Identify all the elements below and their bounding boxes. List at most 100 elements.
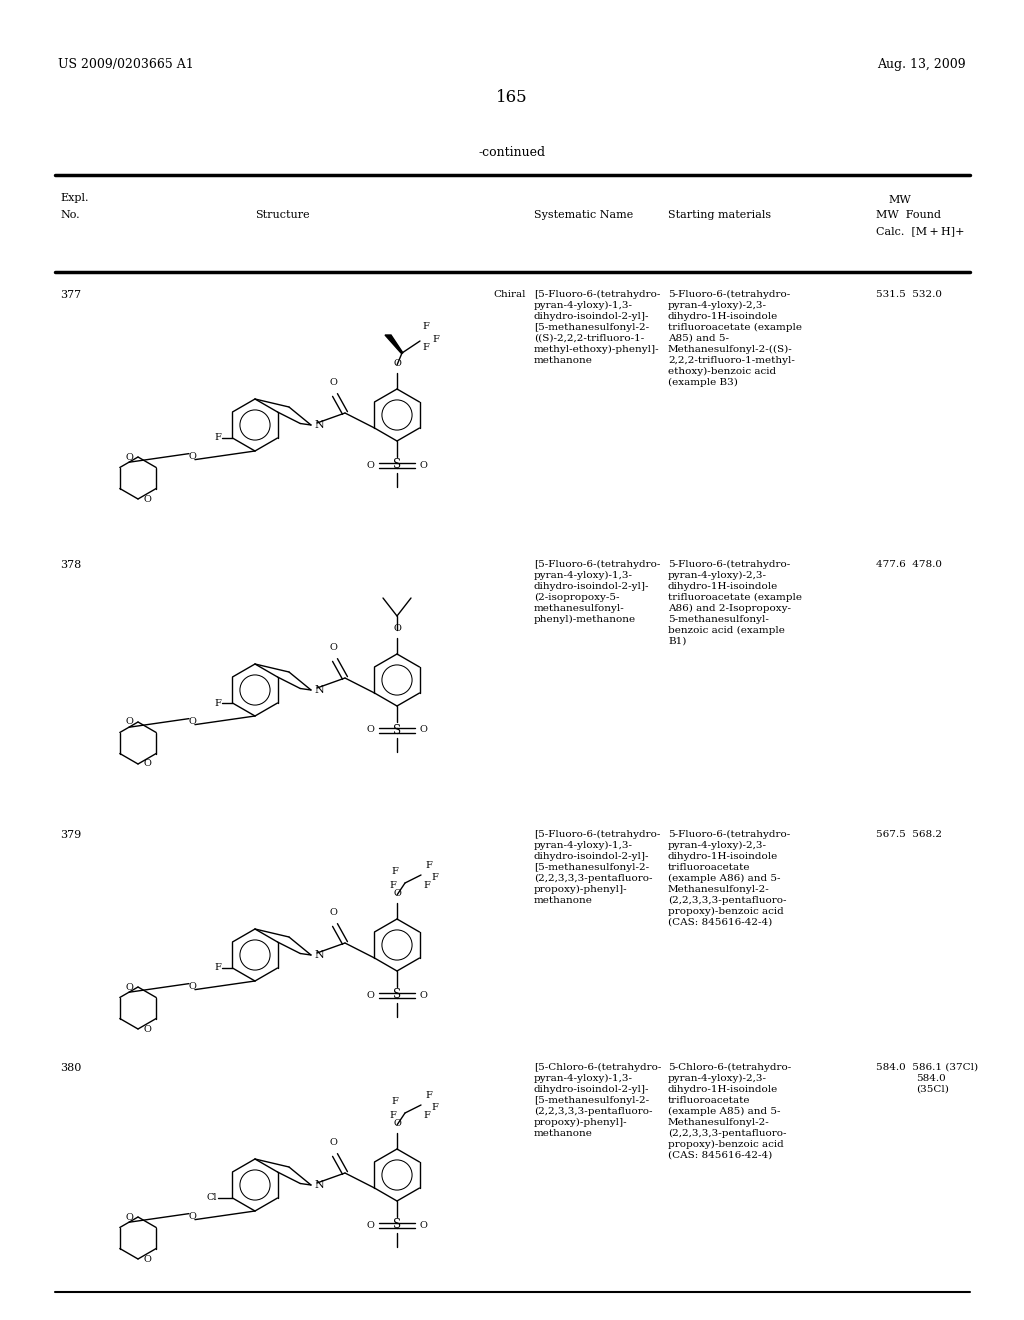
Text: Methanesulfonyl-2-: Methanesulfonyl-2- (668, 884, 770, 894)
Text: trifluoroacetate: trifluoroacetate (668, 1096, 751, 1105)
Text: O: O (393, 624, 401, 634)
Text: [5-methanesulfonyl-2-: [5-methanesulfonyl-2- (534, 323, 649, 333)
Text: 477.6  478.0: 477.6 478.0 (876, 560, 942, 569)
Text: O: O (143, 759, 151, 768)
Text: pyran-4-yloxy)-2,3-: pyran-4-yloxy)-2,3- (668, 1074, 767, 1084)
Text: O: O (420, 461, 428, 470)
Text: dihydro-isoindol-2-yl]-: dihydro-isoindol-2-yl]- (534, 312, 649, 321)
Text: dihydro-1H-isoindole: dihydro-1H-isoindole (668, 312, 778, 321)
Text: [5-methanesulfonyl-2-: [5-methanesulfonyl-2- (534, 863, 649, 873)
Text: 5-Chloro-6-(tetrahydro-: 5-Chloro-6-(tetrahydro- (668, 1063, 792, 1072)
Text: 380: 380 (60, 1063, 81, 1073)
Text: O: O (329, 908, 337, 917)
Text: (2,2,3,3,3-pentafluoro-: (2,2,3,3,3-pentafluoro- (534, 874, 652, 883)
Text: F: F (391, 1097, 398, 1106)
Text: O: O (125, 982, 133, 991)
Text: F: F (424, 880, 430, 890)
Text: N: N (314, 685, 324, 696)
Text: O: O (420, 726, 428, 734)
Text: F: F (215, 433, 221, 442)
Text: O: O (143, 1024, 151, 1034)
Text: S: S (393, 1218, 401, 1232)
Text: 531.5  532.0: 531.5 532.0 (876, 290, 942, 300)
Text: (35Cl): (35Cl) (916, 1085, 949, 1094)
Text: ((S)-2,2,2-trifluoro-1-: ((S)-2,2,2-trifluoro-1- (534, 334, 644, 343)
Text: (CAS: 845616-42-4): (CAS: 845616-42-4) (668, 1151, 772, 1160)
Text: pyran-4-yloxy)-1,3-: pyran-4-yloxy)-1,3- (534, 572, 633, 579)
Text: N: N (314, 950, 324, 960)
Text: pyran-4-yloxy)-2,3-: pyran-4-yloxy)-2,3- (668, 841, 767, 850)
Text: Chiral: Chiral (493, 290, 525, 300)
Text: F: F (215, 698, 221, 708)
Text: F: F (422, 322, 429, 331)
Polygon shape (385, 335, 403, 352)
Text: S: S (393, 989, 401, 1002)
Text: B1): B1) (668, 638, 686, 645)
Text: O: O (125, 718, 133, 726)
Text: pyran-4-yloxy)-2,3-: pyran-4-yloxy)-2,3- (668, 572, 767, 579)
Text: O: O (367, 461, 374, 470)
Text: O: O (420, 1221, 428, 1229)
Text: O: O (329, 378, 337, 387)
Text: MW  Found: MW Found (876, 210, 941, 220)
Text: ethoxy)-benzoic acid: ethoxy)-benzoic acid (668, 367, 776, 376)
Text: (2-isopropoxy-5-: (2-isopropoxy-5- (534, 593, 620, 602)
Text: propoxy)-benzoic acid: propoxy)-benzoic acid (668, 1140, 783, 1150)
Text: F: F (431, 1102, 438, 1111)
Text: Methanesulfonyl-2-: Methanesulfonyl-2- (668, 1118, 770, 1127)
Text: [5-methanesulfonyl-2-: [5-methanesulfonyl-2- (534, 1096, 649, 1105)
Text: dihydro-isoindol-2-yl]-: dihydro-isoindol-2-yl]- (534, 851, 649, 861)
Text: trifluoroacetate (example: trifluoroacetate (example (668, 593, 802, 602)
Text: F: F (424, 1110, 430, 1119)
Text: Expl.: Expl. (60, 193, 88, 203)
Text: O: O (125, 453, 133, 462)
Text: 2,2,2-trifluoro-1-methyl-: 2,2,2-trifluoro-1-methyl- (668, 356, 795, 366)
Text: [5-Fluoro-6-(tetrahydro-: [5-Fluoro-6-(tetrahydro- (534, 290, 660, 300)
Text: methanone: methanone (534, 356, 593, 366)
Text: Calc.  [M + H]+: Calc. [M + H]+ (876, 226, 965, 236)
Text: pyran-4-yloxy)-1,3-: pyran-4-yloxy)-1,3- (534, 841, 633, 850)
Text: MW: MW (889, 195, 911, 205)
Text: (example B3): (example B3) (668, 378, 738, 387)
Text: (example A86) and 5-: (example A86) and 5- (668, 874, 780, 883)
Text: O: O (125, 1213, 133, 1221)
Text: 567.5  568.2: 567.5 568.2 (876, 830, 942, 840)
Text: O: O (188, 982, 196, 991)
Text: O: O (329, 643, 337, 652)
Text: methyl-ethoxy)-phenyl]-: methyl-ethoxy)-phenyl]- (534, 345, 659, 354)
Text: US 2009/0203665 A1: US 2009/0203665 A1 (58, 58, 194, 71)
Text: O: O (143, 495, 151, 503)
Text: O: O (393, 1119, 401, 1129)
Text: O: O (329, 1138, 337, 1147)
Text: O: O (367, 1221, 374, 1229)
Text: O: O (188, 717, 196, 726)
Text: Aug. 13, 2009: Aug. 13, 2009 (878, 58, 966, 71)
Text: Starting materials: Starting materials (668, 210, 771, 220)
Text: F: F (426, 861, 432, 870)
Text: O: O (367, 990, 374, 999)
Text: 379: 379 (60, 830, 81, 840)
Text: trifluoroacetate: trifluoroacetate (668, 863, 751, 873)
Text: F: F (389, 880, 396, 890)
Text: (2,2,3,3,3-pentafluoro-: (2,2,3,3,3-pentafluoro- (668, 1129, 786, 1138)
Text: 5-methanesulfonyl-: 5-methanesulfonyl- (668, 615, 769, 624)
Text: O: O (393, 359, 401, 368)
Text: F: F (432, 334, 439, 343)
Text: F: F (431, 873, 438, 882)
Text: pyran-4-yloxy)-2,3-: pyran-4-yloxy)-2,3- (668, 301, 767, 310)
Text: 378: 378 (60, 560, 81, 570)
Text: (2,2,3,3,3-pentafluoro-: (2,2,3,3,3-pentafluoro- (534, 1107, 652, 1117)
Text: Cl: Cl (207, 1193, 217, 1203)
Text: [5-Fluoro-6-(tetrahydro-: [5-Fluoro-6-(tetrahydro- (534, 560, 660, 569)
Text: No.: No. (60, 210, 80, 220)
Text: N: N (314, 420, 324, 430)
Text: propoxy)-benzoic acid: propoxy)-benzoic acid (668, 907, 783, 916)
Text: O: O (393, 888, 401, 898)
Text: dihydro-1H-isoindole: dihydro-1H-isoindole (668, 851, 778, 861)
Text: phenyl)-methanone: phenyl)-methanone (534, 615, 636, 624)
Text: dihydro-isoindol-2-yl]-: dihydro-isoindol-2-yl]- (534, 582, 649, 591)
Text: methanesulfonyl-: methanesulfonyl- (534, 605, 625, 612)
Text: dihydro-1H-isoindole: dihydro-1H-isoindole (668, 1085, 778, 1094)
Text: O: O (188, 1212, 196, 1221)
Text: 584.0  586.1 (37Cl): 584.0 586.1 (37Cl) (876, 1063, 978, 1072)
